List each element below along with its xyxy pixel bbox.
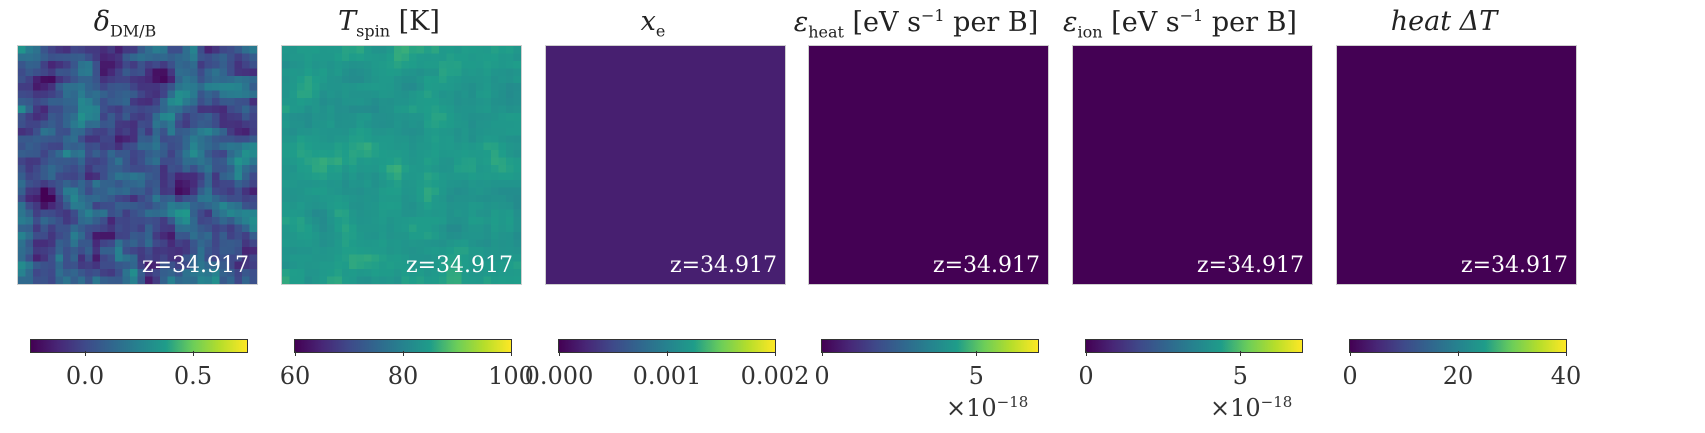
redshift-annotation: z=34.917 <box>141 253 249 278</box>
heatmap-canvas <box>809 46 1048 284</box>
title-units: [eV s <box>843 7 921 38</box>
colorbar-tick-label: 0 <box>1078 362 1094 390</box>
colorbar-tick <box>1458 351 1459 356</box>
heatmap-image: z=34.917 <box>808 45 1049 285</box>
title-units-tail: per B] <box>1203 7 1297 38</box>
heatmap-canvas <box>18 46 257 284</box>
colorbar-tick <box>822 351 823 356</box>
offset-exponent: −18 <box>1260 393 1293 411</box>
colorbar-tick-label: 0 <box>814 362 830 390</box>
offset-base: ×10 <box>946 394 997 422</box>
colorbar-tick-label: 0.001 <box>632 362 702 390</box>
panel-title: heat ΔT <box>1319 6 1569 37</box>
colorbar-tick <box>193 351 194 356</box>
title-symbol: ε <box>1063 7 1078 38</box>
colorbar-tick <box>1086 351 1087 356</box>
colorbar-tick-label: 20 <box>1442 362 1474 390</box>
panel-title: εheat [eV s−1 per B] <box>791 6 1041 41</box>
panel-title: Tspin [K] <box>264 6 514 40</box>
colorbar-tick-label: 5 <box>1232 362 1248 390</box>
colorbar-tick-label: 80 <box>387 362 419 390</box>
colorbar-tick-label: 40 <box>1550 362 1582 390</box>
redshift-annotation: z=34.917 <box>1196 253 1304 278</box>
panel: δDM/B z=34.917 0.0 0.5 <box>0 0 258 433</box>
colorbar-tick <box>775 351 776 356</box>
colorbar-tick <box>511 351 512 356</box>
heatmap-image: z=34.917 <box>1072 45 1313 285</box>
heatmap-image: z=34.917 <box>281 45 522 285</box>
panel-title: εion [eV s−1 per B] <box>1055 6 1305 41</box>
colorbar-tick-label: 0.002 <box>740 362 810 390</box>
heatmap-canvas <box>282 46 521 284</box>
colorbar-offset-label: ×10−18 <box>1210 393 1292 422</box>
colorbar-offset-label: ×10−18 <box>946 393 1028 422</box>
title-units-tail: per B] <box>944 7 1039 38</box>
title-subscript: DM/B <box>109 21 157 41</box>
colorbar-tick-label: 0 <box>1342 362 1358 390</box>
panel: εheat [eV s−1 per B] z=34.917 0 5 ×10−18 <box>791 0 1049 433</box>
panel-title: xe <box>528 6 778 40</box>
heatmap-canvas <box>1337 46 1576 284</box>
colorbar-tick-label: 60 <box>279 362 311 390</box>
heatmap-canvas <box>1073 46 1312 284</box>
title-symbol: T <box>338 6 357 37</box>
colorbar-tick <box>667 351 668 356</box>
colorbar-tick <box>295 351 296 356</box>
title-symbol: δ <box>93 6 110 37</box>
colorbar <box>1085 339 1303 353</box>
title-subscript: e <box>655 21 666 41</box>
colorbar-tick-label: 0.0 <box>65 362 105 390</box>
title-subscript: ion <box>1077 22 1103 42</box>
colorbar-tick <box>559 351 560 356</box>
panel: xe z=34.917 0.000 0.001 0.002 <box>524 0 810 433</box>
colorbar-tick <box>1566 351 1567 356</box>
colorbar-tick <box>1350 351 1351 356</box>
heatmap-image: z=34.917 <box>17 45 258 285</box>
heatmap-canvas <box>546 46 785 284</box>
panel-title: δDM/B <box>0 6 250 40</box>
colorbar-tick-label: 5 <box>968 362 984 390</box>
title-units: [K] <box>390 6 440 37</box>
redshift-annotation: z=34.917 <box>669 253 777 278</box>
colorbar-tick-label: 0.5 <box>173 362 213 390</box>
offset-exponent: −18 <box>996 393 1029 411</box>
panel: εion [eV s−1 per B] z=34.917 0 5 ×10−18 <box>1055 0 1313 433</box>
redshift-annotation: z=34.917 <box>932 253 1040 278</box>
colorbar <box>821 339 1039 353</box>
heatmap-image: z=34.917 <box>545 45 786 285</box>
title-units: [eV s <box>1102 7 1180 38</box>
colorbar-tick <box>976 351 978 356</box>
title-superscript: −1 <box>1179 6 1204 25</box>
title-subscript: spin <box>356 21 391 41</box>
colorbar-tick-label: 100 <box>488 362 534 390</box>
title-subscript: heat <box>808 22 844 42</box>
redshift-annotation: z=34.917 <box>1460 253 1568 278</box>
colorbar <box>30 339 248 353</box>
offset-base: ×10 <box>1210 394 1261 422</box>
redshift-annotation: z=34.917 <box>405 253 513 278</box>
title-symbol: ε <box>793 7 809 38</box>
heatmap-image: z=34.917 <box>1336 45 1577 285</box>
panel: heat ΔT z=34.917 0 20 40 <box>1319 0 1581 433</box>
title-superscript: −1 <box>920 6 945 25</box>
colorbar-tick-label: 0.000 <box>524 362 594 390</box>
colorbar-tick <box>85 351 86 356</box>
title-symbol: heat ΔT <box>1390 6 1498 37</box>
colorbar-tick <box>1240 351 1242 356</box>
panel: Tspin [K] z=34.917 60 80 100 <box>264 0 534 433</box>
title-symbol: x <box>640 6 656 37</box>
colorbar-tick <box>403 351 404 356</box>
